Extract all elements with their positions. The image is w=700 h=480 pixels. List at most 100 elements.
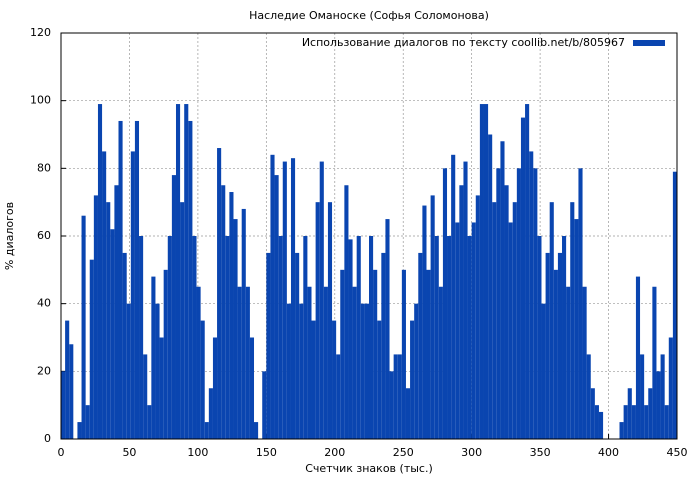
bar (635, 276, 641, 439)
bar (664, 405, 669, 439)
y-tick-label: 100 (30, 94, 51, 107)
y-tick-label: 0 (44, 432, 51, 445)
bar (434, 236, 439, 439)
bar (467, 236, 472, 439)
bar (217, 148, 222, 440)
x-tick-label: 350 (530, 446, 551, 459)
bar (319, 161, 324, 440)
bar (352, 286, 357, 439)
bar (311, 320, 316, 439)
bar (623, 405, 628, 439)
bar (249, 337, 255, 439)
bar (422, 205, 427, 439)
bar (381, 252, 386, 439)
bar (594, 405, 599, 439)
bar (438, 286, 443, 439)
bar (377, 320, 382, 439)
bar (155, 303, 160, 439)
bar (496, 168, 501, 440)
bar (122, 252, 127, 439)
bar (143, 354, 148, 439)
bar (208, 388, 213, 439)
bar (97, 104, 103, 440)
x-tick-label: 400 (598, 446, 619, 459)
x-tick-label: 0 (58, 446, 65, 459)
bar (254, 422, 259, 439)
bar (393, 354, 398, 439)
y-tick-label: 40 (37, 297, 51, 310)
bar (307, 286, 312, 439)
x-tick-label: 50 (122, 446, 136, 459)
bar (241, 208, 246, 439)
x-tick-label: 150 (256, 446, 277, 459)
bar (130, 151, 135, 439)
bar (549, 202, 554, 439)
bar (492, 202, 497, 439)
bar (262, 371, 267, 439)
bar (483, 104, 489, 440)
bar (229, 192, 234, 439)
bar (541, 303, 546, 439)
bar (344, 185, 349, 439)
bar (553, 269, 558, 439)
x-tick-label: 200 (324, 446, 345, 459)
y-axis-label: % диалогов (3, 202, 16, 270)
bar (102, 151, 107, 439)
bar (451, 154, 456, 440)
bar (598, 411, 604, 439)
bar (463, 161, 468, 440)
bar (590, 388, 595, 439)
bar (455, 222, 460, 439)
bar (290, 158, 296, 439)
bar (640, 354, 645, 439)
bar (77, 422, 82, 439)
bar (171, 175, 176, 439)
bar (299, 303, 304, 439)
bar (414, 303, 419, 439)
bar (61, 371, 66, 439)
bar (410, 320, 415, 439)
bar (418, 252, 423, 439)
bar (237, 286, 242, 439)
y-tick-label: 20 (37, 364, 51, 377)
x-tick-label: 300 (461, 446, 482, 459)
bar (278, 236, 283, 439)
bar (184, 104, 189, 440)
bar (274, 175, 279, 439)
bar (270, 154, 275, 440)
bar (233, 219, 238, 439)
bar (340, 269, 345, 439)
y-tick-label: 60 (37, 229, 51, 242)
bar (426, 269, 431, 439)
bar (69, 344, 74, 439)
bar (401, 269, 406, 439)
bar (147, 405, 152, 439)
bar (545, 252, 550, 439)
bar (660, 354, 665, 439)
bar (504, 185, 509, 439)
bar (110, 229, 115, 439)
bar (578, 168, 583, 440)
bar (516, 168, 521, 440)
bar (430, 195, 435, 439)
bar (500, 141, 505, 439)
bar (644, 405, 649, 439)
bar (471, 222, 476, 439)
bar (192, 236, 197, 439)
legend-label: Использование диалогов по тексту coollib… (302, 36, 625, 49)
bar (369, 236, 374, 439)
bar (479, 104, 484, 440)
bar (180, 202, 185, 439)
x-axis-label: Счетчик знаков (тыс.) (305, 462, 433, 475)
bar (266, 252, 271, 439)
bar (245, 286, 250, 439)
bar (389, 371, 394, 439)
bar (475, 195, 480, 439)
bar (631, 405, 636, 439)
bar (134, 120, 140, 439)
bar (323, 286, 328, 439)
bar (537, 236, 542, 439)
bar (212, 337, 218, 439)
bar (106, 202, 111, 439)
